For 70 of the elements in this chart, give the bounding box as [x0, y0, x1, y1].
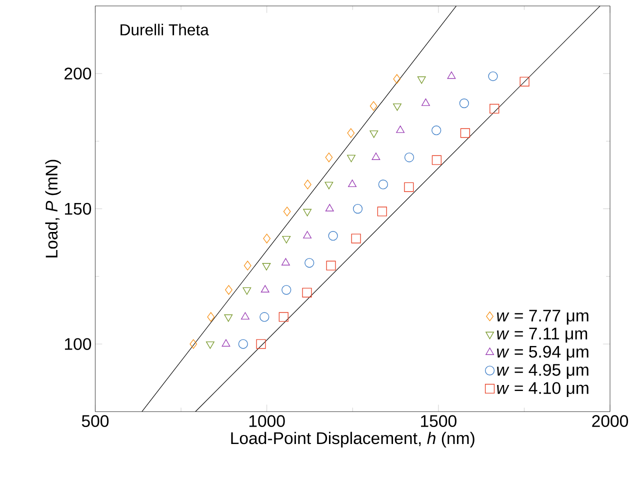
point [244, 260, 252, 270]
point [256, 339, 266, 349]
point [283, 206, 291, 216]
point [432, 126, 442, 136]
point [225, 285, 232, 295]
point [520, 76, 530, 86]
point [304, 258, 314, 268]
y-tick-label: 150 [64, 202, 92, 215]
legend-label: w = 4.95 μm [497, 364, 588, 379]
point [404, 182, 414, 192]
point [303, 208, 312, 216]
point [396, 126, 405, 133]
point [328, 231, 338, 241]
point [432, 155, 442, 165]
point [348, 180, 356, 188]
point [278, 312, 288, 322]
point [417, 76, 426, 84]
legend-label: w = 7.11 μm [497, 328, 588, 343]
x-tick-label: 1500 [421, 415, 456, 428]
text: Durelli Theta [120, 24, 209, 36]
point [326, 260, 336, 270]
point [303, 231, 312, 238]
point [207, 312, 215, 322]
point [260, 312, 270, 322]
point [325, 152, 333, 162]
point [347, 128, 355, 138]
y-axis-title: Load, P (mN) [45, 160, 61, 258]
point [378, 180, 388, 190]
x-tick-label: 500 [82, 415, 109, 428]
point [206, 341, 214, 349]
point [281, 258, 290, 266]
point [370, 130, 378, 138]
point [372, 152, 380, 160]
x-tick-label: 2000 [592, 415, 628, 428]
point [302, 288, 312, 298]
point [260, 285, 270, 292]
x-tick-label: 1000 [249, 415, 285, 428]
x-axis-title: Load-Point Displacement, h (nm) [231, 432, 474, 448]
point [222, 339, 230, 347]
point [263, 234, 271, 244]
legend-label: w = 4.10 μm [497, 382, 588, 398]
legend-label: w = 7.77 μm [497, 310, 588, 325]
point [224, 314, 233, 322]
point [282, 285, 292, 295]
point [393, 74, 401, 84]
point [393, 103, 402, 111]
point [325, 204, 334, 212]
point [370, 101, 378, 111]
point [282, 236, 291, 244]
point [404, 152, 414, 162]
point [242, 287, 252, 295]
point [490, 104, 500, 114]
point [447, 71, 456, 79]
point [347, 154, 356, 162]
y-tick-label: 200 [64, 68, 92, 80]
point [240, 312, 250, 320]
point [352, 204, 363, 214]
point [459, 98, 469, 108]
point [351, 234, 361, 244]
point [377, 206, 387, 216]
point [262, 263, 271, 270]
point [422, 98, 430, 106]
point [488, 71, 498, 82]
point [460, 128, 470, 138]
point [238, 339, 248, 349]
y-tick-label: 100 [64, 338, 92, 350]
point [190, 339, 198, 349]
legend-label: w = 5.94 μm [497, 346, 588, 361]
point [304, 180, 312, 190]
point [324, 182, 334, 190]
